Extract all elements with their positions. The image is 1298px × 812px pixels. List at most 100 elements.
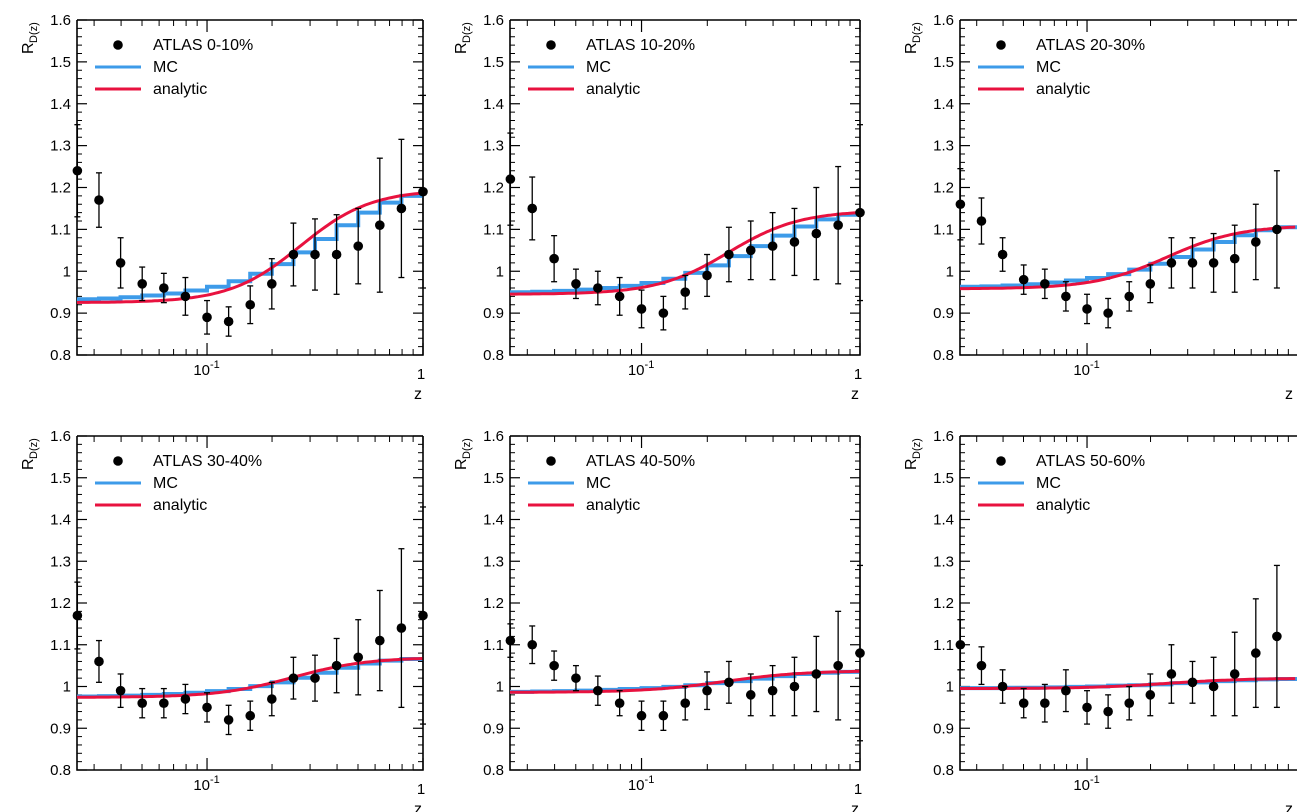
x-tick-exponent: -1 — [1090, 774, 1100, 786]
data-point — [1166, 669, 1177, 679]
y-tick-label: 1.4 — [483, 512, 504, 529]
y-tick-label: 1.4 — [50, 512, 71, 529]
data-point — [789, 237, 800, 247]
y-axis-title-sub: D(z) — [28, 22, 40, 43]
data-point — [1251, 237, 1261, 247]
chart-panel-3: 0.8 0.9 1 1.1 1.2 1.3 1.4 1.5 1.6 10 -1 z RD(z) ATLAS… — [903, 12, 1297, 403]
data-point — [418, 610, 428, 621]
legend-label-mc: MC — [153, 475, 178, 492]
analytic-curve — [960, 677, 1296, 690]
data-point — [115, 258, 126, 268]
data-point — [137, 279, 148, 289]
mc-histogram — [960, 225, 1297, 289]
y-tick-label: 1.6 — [50, 12, 71, 29]
data-point — [1103, 706, 1113, 717]
data-point — [94, 195, 104, 205]
chart-panel-2: 0.8 0.9 1 1.1 1.2 1.3 1.4 1.5 1.6 10 -1 1 z RD(z) ATLA… — [453, 12, 865, 403]
y-tick-label: 0.8 — [483, 347, 504, 364]
data-point — [976, 216, 987, 226]
y-tick-label: 0.9 — [933, 305, 954, 322]
y-axis-title: RD(z) — [453, 438, 473, 470]
data-point — [658, 710, 669, 721]
y-axis-title-sub: D(z) — [461, 22, 473, 43]
data-point — [1082, 702, 1092, 713]
data-point — [593, 685, 603, 696]
y-tick-label: 0.9 — [483, 720, 504, 737]
data-point — [680, 287, 691, 297]
y-axis-title-main: R — [903, 42, 920, 54]
data-point — [767, 241, 778, 251]
x-tick-label: 1 — [854, 366, 862, 383]
y-tick-label: 1.1 — [933, 637, 954, 654]
y-tick-label: 1.2 — [50, 595, 71, 612]
legend-label-mc: MC — [153, 59, 178, 76]
legend-label-mc: MC — [1036, 59, 1061, 76]
x-axis-title: z — [851, 801, 859, 812]
legend-label-data: ATLAS 0-10% — [153, 37, 253, 54]
legend-label-analytic: analytic — [153, 81, 207, 98]
data-point — [702, 685, 712, 696]
data-point — [375, 635, 385, 646]
data-point — [310, 673, 320, 683]
data-point — [1208, 258, 1219, 268]
legend-label-data: ATLAS 10-20% — [586, 37, 695, 54]
data-point — [137, 698, 148, 708]
chart-panel-4: 0.8 0.9 1 1.1 1.2 1.3 1.4 1.5 1.6 10 -1 1 z RD(z) ATLA… — [20, 428, 428, 812]
data-point — [955, 199, 966, 210]
legend-marker-data — [546, 40, 556, 50]
data-point — [527, 203, 538, 214]
y-tick-label: 1 — [496, 679, 504, 696]
data-point — [1166, 258, 1177, 268]
data-point — [811, 228, 822, 239]
y-axis-title: RD(z) — [20, 438, 40, 470]
y-axis-title: RD(z) — [453, 22, 473, 54]
y-tick-label: 0.8 — [933, 762, 954, 779]
y-axis-title-main: R — [20, 42, 37, 54]
data-point — [1103, 308, 1113, 318]
data-point — [1040, 698, 1050, 708]
y-tick-label: 1.1 — [50, 637, 71, 654]
y-axis-title: RD(z) — [903, 22, 923, 54]
y-tick-label: 1.2 — [933, 595, 954, 612]
data-point — [1124, 698, 1135, 708]
data-point — [767, 685, 778, 696]
y-axis-title-sub: D(z) — [911, 438, 923, 459]
data-point — [331, 660, 342, 671]
y-tick-label: 1.3 — [933, 138, 954, 155]
y-tick-label: 1.2 — [483, 180, 504, 197]
x-tick-label: 1 — [417, 366, 425, 383]
data-point — [571, 673, 581, 683]
data-point — [1272, 631, 1282, 642]
y-axis-title-main: R — [453, 42, 470, 54]
y-axis-title: RD(z) — [20, 22, 40, 54]
x-tick-label: 1 — [417, 781, 425, 798]
analytic-curve — [77, 657, 424, 699]
data-point — [997, 681, 1008, 692]
legend-marker-data — [113, 40, 123, 50]
data-point — [288, 249, 299, 260]
legend-marker-data — [113, 456, 123, 466]
mc-histogram — [77, 193, 423, 302]
data-point — [658, 308, 669, 318]
y-tick-label: 1.6 — [483, 428, 504, 445]
chart-panel-6: 0.8 0.9 1 1.1 1.2 1.3 1.4 1.5 1.6 10 -1 z RD(z) ATLAS… — [903, 428, 1297, 812]
data-point — [1018, 274, 1029, 285]
y-tick-label: 1.1 — [50, 221, 71, 238]
data-point — [855, 648, 865, 658]
y-tick-label: 1 — [63, 263, 71, 280]
chart-panel-5: 0.8 0.9 1 1.1 1.2 1.3 1.4 1.5 1.6 10 -1 1 z RD(z) ATLA… — [453, 428, 865, 812]
x-tick-exponent: -1 — [645, 774, 655, 786]
legend-label-analytic: analytic — [1036, 497, 1090, 514]
y-tick-label: 1.1 — [933, 221, 954, 238]
data-point — [245, 299, 256, 310]
y-axis-title-sub: D(z) — [911, 22, 923, 43]
y-tick-label: 0.8 — [933, 347, 954, 364]
y-tick-label: 1.4 — [50, 96, 71, 113]
y-tick-label: 1.5 — [50, 54, 71, 71]
y-tick-label: 0.8 — [50, 347, 71, 364]
y-tick-label: 0.8 — [50, 762, 71, 779]
data-point — [1145, 690, 1156, 700]
y-axis-title: RD(z) — [903, 438, 923, 470]
y-tick-label: 1.5 — [933, 54, 954, 71]
